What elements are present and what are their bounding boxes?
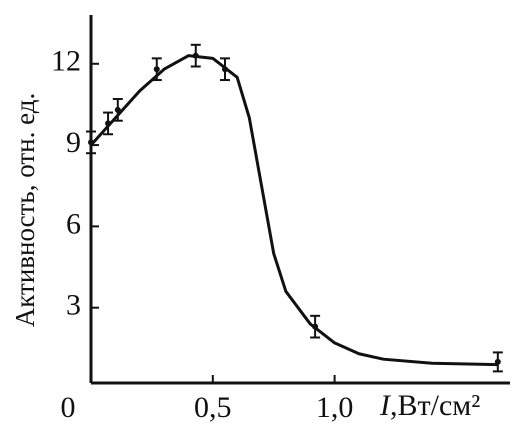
data-point	[153, 66, 160, 73]
data-point	[312, 323, 319, 330]
x-label-var: I	[379, 389, 392, 422]
data-point	[88, 139, 94, 146]
y-axis-label: Активность, отн. ед.	[10, 93, 40, 327]
y-tick-label: 3	[66, 289, 81, 322]
data-point	[114, 106, 121, 113]
data-point	[221, 66, 228, 73]
data-point	[494, 358, 501, 365]
data-point	[105, 120, 112, 127]
curve	[89, 54, 498, 367]
data-point	[192, 52, 199, 59]
x-label-unit: ,Вт/см²	[390, 389, 480, 422]
x-axis-label: I,Вт/см²	[379, 389, 480, 422]
y-tick-label: 6	[66, 207, 81, 240]
y-tick-label: 9	[66, 126, 81, 159]
y-tick-label: 12	[51, 45, 81, 78]
x-tick-label: 0	[61, 391, 76, 424]
x-tick-label: 0,5	[194, 391, 232, 424]
x-tick-label: 1,0	[316, 391, 354, 424]
